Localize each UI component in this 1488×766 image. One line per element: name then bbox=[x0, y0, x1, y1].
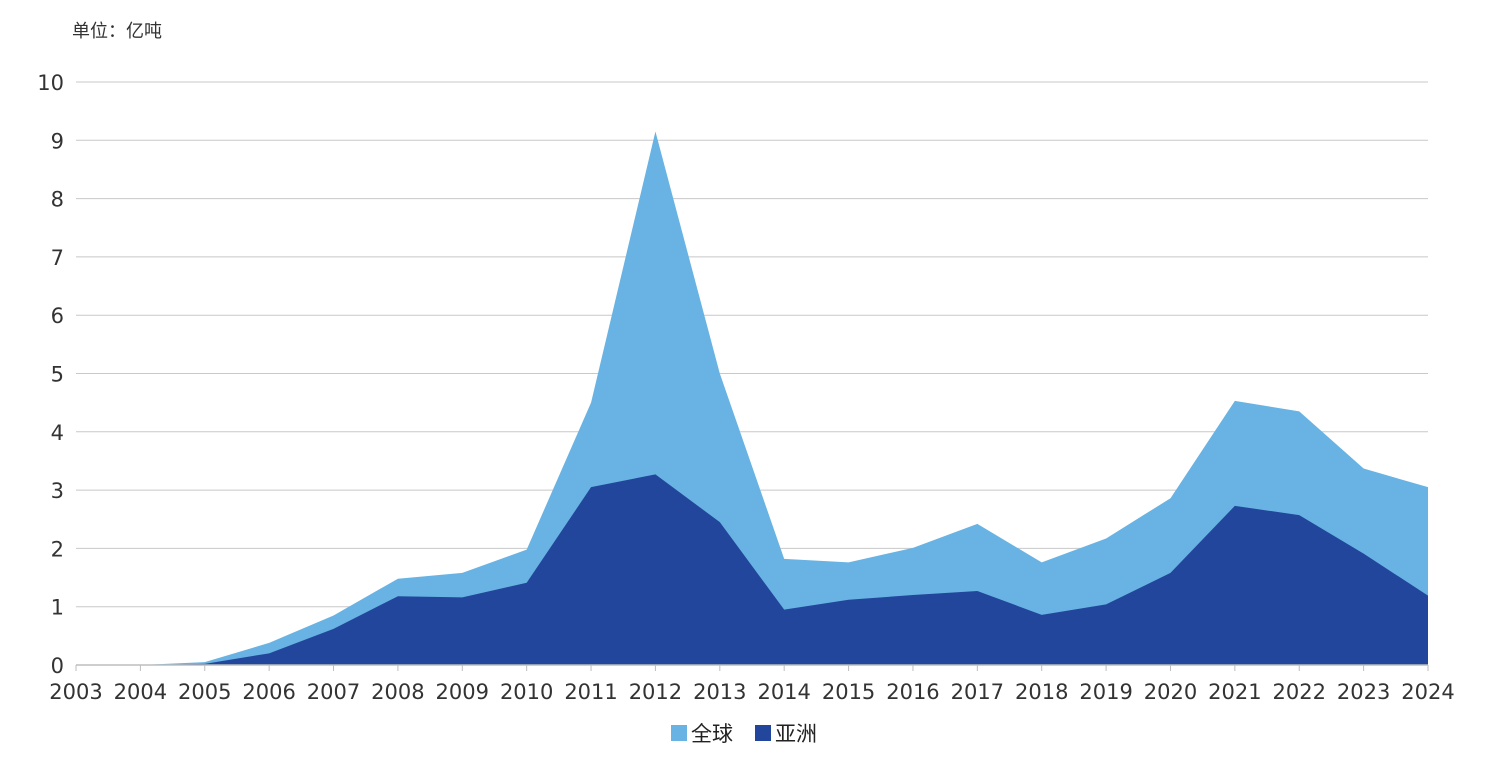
x-tick-label: 2012 bbox=[629, 680, 682, 704]
x-tick-label: 2019 bbox=[1079, 680, 1132, 704]
x-tick-label: 2004 bbox=[114, 680, 167, 704]
x-axis bbox=[75, 664, 1429, 671]
y-tick-labels: 0 1 2 3 4 5 6 7 8 9 10 bbox=[37, 71, 64, 678]
legend: 全球 亚洲 bbox=[0, 718, 1488, 748]
x-tick-label: 2017 bbox=[951, 680, 1004, 704]
x-tick-label: 2013 bbox=[693, 680, 746, 704]
x-tick-label: 2010 bbox=[500, 680, 553, 704]
x-tick-label: 2018 bbox=[1015, 680, 1068, 704]
x-tick-label: 2015 bbox=[822, 680, 875, 704]
legend-swatch bbox=[755, 725, 771, 741]
x-tick-label: 2021 bbox=[1208, 680, 1261, 704]
legend-item-0: 全球 bbox=[671, 718, 733, 748]
y-tick-label: 8 bbox=[51, 188, 64, 212]
y-tick-label: 5 bbox=[51, 363, 64, 387]
x-tick-label: 2022 bbox=[1273, 680, 1326, 704]
y-tick-label: 3 bbox=[51, 479, 64, 503]
legend-item-1: 亚洲 bbox=[755, 718, 817, 748]
x-tick-label: 2009 bbox=[436, 680, 489, 704]
x-tick-label: 2020 bbox=[1144, 680, 1197, 704]
series-area-1 bbox=[76, 474, 1428, 665]
x-tick-label: 2003 bbox=[49, 680, 102, 704]
x-tick-label: 2011 bbox=[564, 680, 617, 704]
legend-label: 亚洲 bbox=[775, 722, 817, 746]
x-tick-label: 2014 bbox=[757, 680, 810, 704]
y-tick-label: 2 bbox=[51, 537, 64, 561]
y-tick-label: 1 bbox=[51, 596, 64, 620]
y-tick-label: 10 bbox=[37, 71, 64, 95]
legend-swatch bbox=[671, 725, 687, 741]
x-tick-labels: 2003 2004 2005 2006 2007 2008 2009 2010 2011 2012… bbox=[49, 680, 1454, 704]
x-tick-label: 2023 bbox=[1337, 680, 1390, 704]
y-tick-label: 7 bbox=[51, 246, 64, 270]
unit-label: 单位：亿吨 bbox=[72, 21, 162, 42]
x-tick-label: 2008 bbox=[371, 680, 424, 704]
y-tick-label: 9 bbox=[51, 129, 64, 153]
x-tick-label: 2005 bbox=[178, 680, 231, 704]
x-tick-label: 2024 bbox=[1401, 680, 1454, 704]
y-tick-label: 4 bbox=[51, 421, 64, 445]
legend-label: 全球 bbox=[691, 722, 733, 746]
y-tick-label: 6 bbox=[51, 304, 64, 328]
x-tick-label: 2016 bbox=[886, 680, 939, 704]
x-tick-label: 2006 bbox=[242, 680, 295, 704]
series-areas bbox=[76, 131, 1428, 665]
y-tick-label: 0 bbox=[51, 654, 64, 678]
x-tick-label: 2007 bbox=[307, 680, 360, 704]
